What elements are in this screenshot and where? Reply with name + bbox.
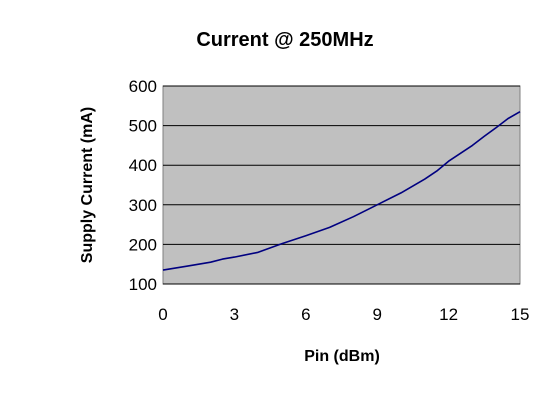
x-tick-label-9: 9 (372, 305, 381, 324)
gridlines (163, 85, 520, 285)
plot-area (162, 85, 521, 285)
y-tick-label-400: 400 (129, 156, 157, 175)
y-tick-label-100: 100 (129, 275, 157, 294)
y-axis-label: Supply Current (mA) (79, 107, 96, 263)
y-tick-label-300: 300 (129, 196, 157, 215)
y-tick-label-500: 500 (129, 117, 157, 136)
x-tick-label-15: 15 (511, 305, 530, 324)
chart-title: Current @ 250MHz (196, 29, 373, 51)
series-group (162, 111, 521, 271)
x-tick-label-0: 0 (158, 305, 167, 324)
x-tick-label-12: 12 (439, 305, 458, 324)
x-axis-label: Pin (dBm) (304, 348, 380, 365)
y-tick-labels: 100 200 300 400 500 600 (129, 77, 157, 294)
series-line-1 (162, 111, 521, 271)
x-tick-labels: 0 3 6 9 12 15 (158, 305, 529, 324)
x-tick-label-3: 3 (230, 305, 239, 324)
x-tick-label-6: 6 (301, 305, 310, 324)
y-tick-label-600: 600 (129, 77, 157, 96)
y-tick-label-200: 200 (129, 235, 157, 254)
